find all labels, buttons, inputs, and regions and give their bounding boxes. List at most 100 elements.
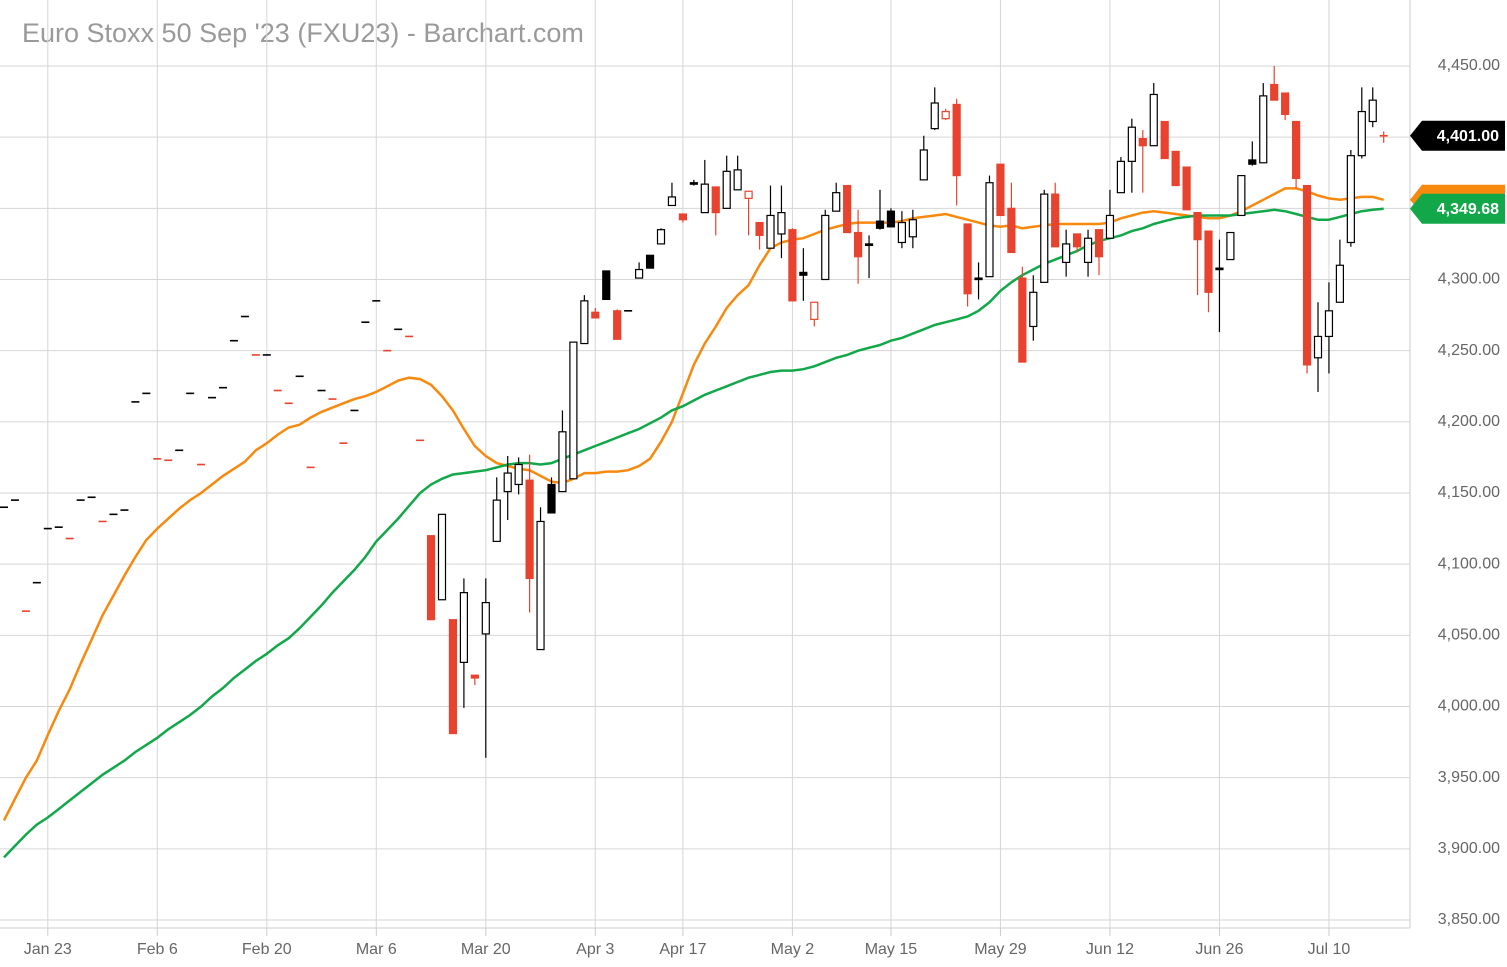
candle-body <box>1302 184 1312 366</box>
candle-body <box>930 102 939 130</box>
candle-body <box>667 196 677 207</box>
candle-body <box>985 182 994 278</box>
x-tick-label: Mar 20 <box>461 941 511 958</box>
candle-body <box>1215 267 1224 271</box>
candle-body <box>766 214 775 249</box>
candle-body <box>1171 150 1180 187</box>
candle-body <box>1105 214 1115 239</box>
price-badge: 4,401.00 <box>1410 120 1505 151</box>
candle-body <box>963 223 972 295</box>
ma-line <box>3 207 1384 859</box>
candle-body <box>1127 126 1136 162</box>
candle-body <box>1281 92 1290 115</box>
candle-body <box>426 535 436 621</box>
x-tick-label: May 2 <box>771 941 815 958</box>
y-tick-label: 4,100.00 <box>1438 555 1500 572</box>
candle-body <box>1270 83 1279 101</box>
candle-body <box>1324 310 1334 338</box>
x-tick-label: Apr 3 <box>576 941 614 958</box>
candle-body <box>777 212 786 235</box>
candle-body <box>864 243 874 247</box>
y-tick-label: 4,250.00 <box>1438 342 1500 359</box>
candle-body <box>689 182 698 185</box>
candle-body <box>1094 229 1104 258</box>
candle-body <box>613 310 622 340</box>
candle-body <box>470 674 479 679</box>
candle-body <box>1149 93 1158 147</box>
ma-badge-label: 4,349.68 <box>1437 201 1499 218</box>
candle-body <box>1040 193 1049 283</box>
y-tick-label: 4,450.00 <box>1438 57 1500 74</box>
candle-body <box>897 221 907 244</box>
candle-body <box>744 190 753 199</box>
candle-body <box>1018 277 1027 363</box>
x-tick-label: Jul 10 <box>1308 941 1351 958</box>
candle-body <box>678 213 688 221</box>
candle-body <box>1335 264 1345 303</box>
candle-body <box>755 221 764 236</box>
candle-body <box>1237 174 1246 217</box>
x-tick-label: Feb 20 <box>242 941 292 958</box>
candle-body <box>1313 335 1323 359</box>
y-tick-label: 4,050.00 <box>1438 627 1500 644</box>
candles <box>0 66 1388 758</box>
y-tick-label: 3,850.00 <box>1438 911 1500 928</box>
ma-badge-shape <box>1410 193 1505 224</box>
x-tick-label: May 29 <box>974 941 1027 958</box>
candle-body <box>634 268 644 279</box>
candle-body <box>832 192 841 212</box>
ma-line <box>2 187 1385 821</box>
candle-body <box>919 149 928 181</box>
x-tick-label: Mar 6 <box>356 941 397 958</box>
candle-body <box>1160 120 1169 160</box>
grid <box>0 0 1410 928</box>
candle-body <box>569 341 578 480</box>
candle-body <box>974 277 983 281</box>
candle-body <box>525 479 534 580</box>
price-badge-shape <box>1410 120 1505 151</box>
candle-body <box>1259 95 1268 164</box>
candle-body <box>1248 159 1257 165</box>
candle-body <box>952 103 961 177</box>
candle-body <box>733 169 742 191</box>
candle-body <box>580 300 589 345</box>
candle-body <box>821 214 830 281</box>
candle-body <box>514 463 523 486</box>
candle-body <box>1007 207 1016 254</box>
candle-body <box>1072 233 1082 248</box>
x-tick-label: May 15 <box>865 941 918 958</box>
price-badge-label: 4,401.00 <box>1437 128 1499 145</box>
y-tick-label: 4,300.00 <box>1438 271 1500 288</box>
candle-body <box>996 163 1005 217</box>
x-tick-label: Feb 6 <box>137 941 178 958</box>
y-tick-label: 3,900.00 <box>1438 840 1500 857</box>
candle-body <box>459 592 468 663</box>
x-tick-label: Apr 17 <box>659 941 706 958</box>
y-tick-label: 4,150.00 <box>1438 484 1500 501</box>
candle-body <box>1193 212 1202 241</box>
candle-body <box>1138 137 1147 147</box>
candle-body <box>1062 243 1071 264</box>
candle-body <box>1346 155 1355 244</box>
candle-body <box>810 301 819 320</box>
candle-body <box>843 184 852 234</box>
candle-body <box>1357 110 1366 157</box>
chart-title: Euro Stoxx 50 Sep '23 (FXU23) - Barchart… <box>22 18 584 48</box>
candle-body <box>448 619 458 735</box>
x-tick-label: Jun 26 <box>1195 941 1243 958</box>
x-tick-label: Jan 23 <box>24 941 72 958</box>
candle-body <box>656 229 666 245</box>
candle-body <box>1226 231 1235 261</box>
candle-body <box>645 254 655 269</box>
candle-body <box>788 229 797 302</box>
candle-body <box>1204 230 1213 293</box>
candle-body <box>941 110 950 120</box>
candle-body <box>1291 120 1301 180</box>
y-tick-label: 4,200.00 <box>1438 413 1500 430</box>
candle-body <box>558 431 567 493</box>
candle-body <box>536 520 545 651</box>
candle-body <box>853 231 863 258</box>
candle-body <box>700 183 709 214</box>
